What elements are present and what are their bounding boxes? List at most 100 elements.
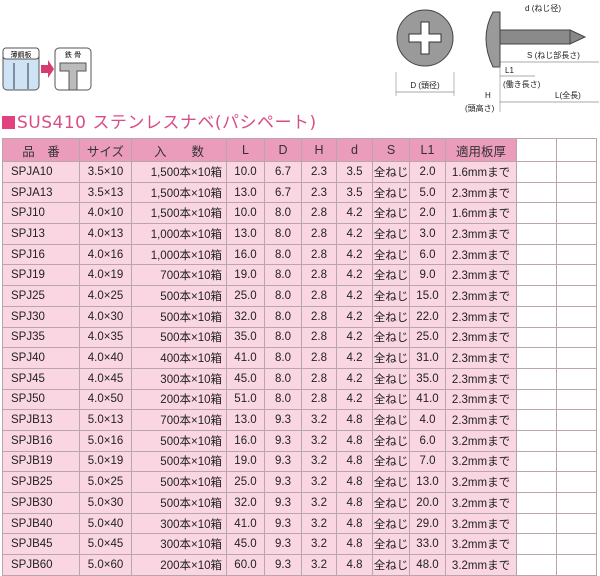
table-cell: 13.0	[409, 471, 446, 493]
empty-cell	[516, 367, 557, 390]
table-row: SPJ30 4.0×30 500本×10箱 32.0 8.0 2.8 4.2 全ねじ 22.0 2…	[2, 305, 597, 328]
working-length-label: L1	[505, 66, 514, 75]
table-cell: 1,000本×10箱	[131, 223, 227, 245]
table-cell: 33.0	[409, 533, 446, 556]
table-row: SPJB13 5.0×13 700本×10箱 13.0 9.3 3.2 4.8 全ねじ 4.0 2…	[2, 409, 597, 431]
table-cell: 8.0	[264, 202, 302, 225]
empty-cell	[556, 202, 597, 225]
table-cell: 48.0	[409, 554, 446, 576]
table-cell: 60.0	[226, 554, 265, 576]
arrow-right-icon	[41, 60, 54, 78]
table-cell: 8.0	[264, 243, 302, 266]
table-row: SPJA13 3.5×13 1,500本×10箱 13.0 6.7 2.3 3.5 全ねじ 5.…	[2, 181, 597, 204]
column-header	[516, 138, 557, 162]
table-cell: 500本×10箱	[131, 305, 227, 328]
table-cell: 9.0	[409, 264, 446, 287]
table-cell: 4.8	[336, 471, 373, 493]
table-cell: 3.2mmまで	[445, 471, 517, 493]
table-cell: 8.0	[264, 305, 302, 328]
table-cell: 6.0	[409, 243, 446, 266]
table-cell: SPJB45	[2, 533, 80, 556]
steel-frame-label: 鉄 骨	[65, 50, 81, 59]
table-cell: 3.2	[301, 409, 337, 431]
empty-cell	[516, 347, 557, 369]
table-cell: 2.8	[301, 326, 337, 349]
table-cell: 13.0	[226, 223, 265, 245]
table-cell: 4.2	[336, 264, 373, 287]
table-cell: 2.3mmまで	[445, 243, 517, 266]
table-cell: 5.0	[409, 181, 446, 204]
table-cell: 1,500本×10箱	[131, 202, 227, 225]
table-cell: 5.0×60	[79, 554, 132, 576]
table-cell: 5.0×45	[79, 533, 132, 556]
table-cell: 4.2	[336, 223, 373, 245]
head-height-label: H	[485, 91, 491, 100]
empty-cell	[516, 450, 557, 473]
title-square-icon	[2, 116, 15, 129]
table-cell: 2.3mmまで	[445, 347, 517, 369]
table-cell: SPJB40	[2, 512, 80, 535]
table-cell: 2.3mmまで	[445, 305, 517, 328]
empty-cell	[556, 305, 597, 328]
column-header: サイズ	[79, 138, 132, 162]
empty-cell	[516, 429, 557, 452]
table-cell: 4.2	[336, 326, 373, 349]
table-cell: 4.2	[336, 285, 373, 307]
table-cell: 全ねじ	[372, 181, 410, 204]
table-cell: 20.0	[409, 492, 446, 514]
table-cell: 5.0×25	[79, 471, 132, 493]
empty-cell	[516, 533, 557, 556]
table-cell: 10.0	[226, 202, 265, 225]
table-cell: SPJ25	[2, 285, 80, 307]
table-cell: 7.0	[409, 450, 446, 473]
empty-cell	[556, 367, 597, 390]
table-cell: 3.2	[301, 533, 337, 556]
thin-steel-label: 薄鋼板	[11, 50, 32, 59]
table-cell: 1.6mmまで	[445, 202, 517, 225]
table-cell: 500本×10箱	[131, 450, 227, 473]
steel-frame-icon: 鉄 骨	[54, 47, 92, 91]
table-cell: 3.2	[301, 512, 337, 535]
table-cell: 全ねじ	[372, 367, 410, 390]
table-cell: SPJ50	[2, 388, 80, 411]
table-cell: 全ねじ	[372, 388, 410, 411]
table-cell: 200本×10箱	[131, 388, 227, 411]
column-header: L1	[409, 138, 446, 162]
table-cell: 4.0×40	[79, 347, 132, 369]
table-row: SPJ50 4.0×50 200本×10箱 51.0 8.0 2.8 4.2 全ねじ 41.0 2…	[2, 388, 597, 411]
table-cell: 35.0	[226, 326, 265, 349]
column-header	[556, 138, 597, 162]
empty-cell	[516, 388, 557, 411]
empty-cell	[556, 285, 597, 307]
column-header: 品 番	[2, 138, 80, 162]
table-cell: 4.2	[336, 388, 373, 411]
table-cell: 5.0×16	[79, 429, 132, 452]
table-cell: 8.0	[264, 347, 302, 369]
table-cell: 全ねじ	[372, 471, 410, 493]
table-cell: 全ねじ	[372, 533, 410, 556]
table-cell: 2.3mmまで	[445, 285, 517, 307]
table-cell: SPJB16	[2, 429, 80, 452]
table-row: SPJB40 5.0×40 300本×10箱 41.0 9.3 3.2 4.8 全ねじ 29.0…	[2, 512, 597, 535]
table-cell: 32.0	[226, 492, 265, 514]
table-cell: 4.0×16	[79, 243, 132, 266]
table-row: SPJB60 5.0×60 200本×10箱 60.0 9.3 3.2 4.8 全ねじ 48.0…	[2, 554, 597, 576]
table-cell: 4.2	[336, 202, 373, 225]
table-cell: 8.0	[264, 388, 302, 411]
table-cell: 4.0×25	[79, 285, 132, 307]
table-cell: 400本×10箱	[131, 347, 227, 369]
table-cell: 全ねじ	[372, 223, 410, 245]
table-cell: 2.3mmまで	[445, 223, 517, 245]
thin-steel-plate-icon: 薄鋼板	[2, 47, 40, 91]
column-header: S	[372, 138, 410, 162]
empty-cell	[516, 409, 557, 431]
table-cell: 5.0×13	[79, 409, 132, 431]
table-cell: 500本×10箱	[131, 326, 227, 349]
table-row: SPJB45 5.0×45 300本×10箱 45.0 9.3 3.2 4.8 全ねじ 33.0…	[2, 533, 597, 556]
empty-cell	[516, 492, 557, 514]
table-cell: 9.3	[264, 429, 302, 452]
table-cell: 200本×10箱	[131, 554, 227, 576]
table-cell: 5.0×19	[79, 450, 132, 473]
table-cell: 4.0×50	[79, 388, 132, 411]
